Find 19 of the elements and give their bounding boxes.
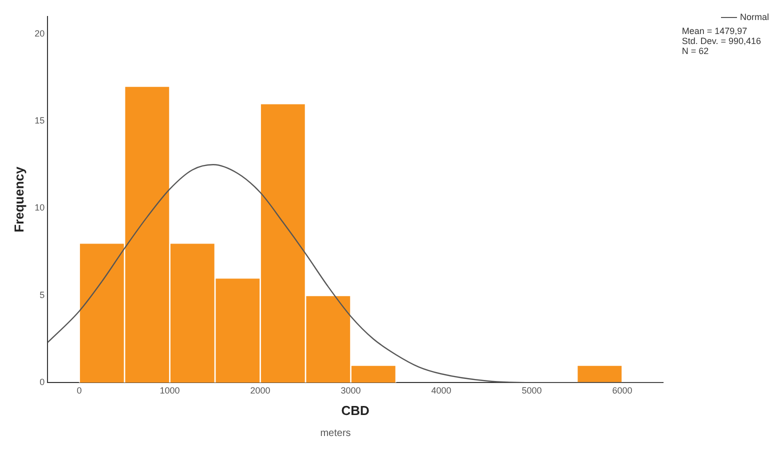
text: meters bbox=[319, 428, 352, 439]
y-tick-label: 20 bbox=[34, 28, 45, 38]
y-tick-label: 5 bbox=[40, 290, 45, 300]
x-tick-label: 4000 bbox=[431, 385, 452, 396]
x-tick-label: 1000 bbox=[160, 385, 180, 396]
y-tick-label: 0 bbox=[40, 377, 45, 388]
text: Std. Dev. = 990,416 bbox=[682, 36, 761, 46]
x-tick-label: 3000 bbox=[340, 385, 361, 396]
x-tick-label: 0 bbox=[76, 385, 82, 396]
y-axis-title: Frequency bbox=[11, 166, 26, 232]
y-tick-label: 10 bbox=[34, 202, 45, 213]
x-tick-label: 5000 bbox=[522, 385, 542, 396]
x-tick-label: 6000 bbox=[612, 385, 632, 396]
text: N = 62 bbox=[682, 46, 710, 56]
y-tick-label: 15 bbox=[34, 116, 45, 126]
legend-label: Normal bbox=[740, 12, 769, 22]
x-axis-title: CBD bbox=[341, 402, 370, 418]
x-tick-label: 2000 bbox=[250, 385, 270, 396]
text: Mean = 1479,97 bbox=[682, 26, 748, 36]
